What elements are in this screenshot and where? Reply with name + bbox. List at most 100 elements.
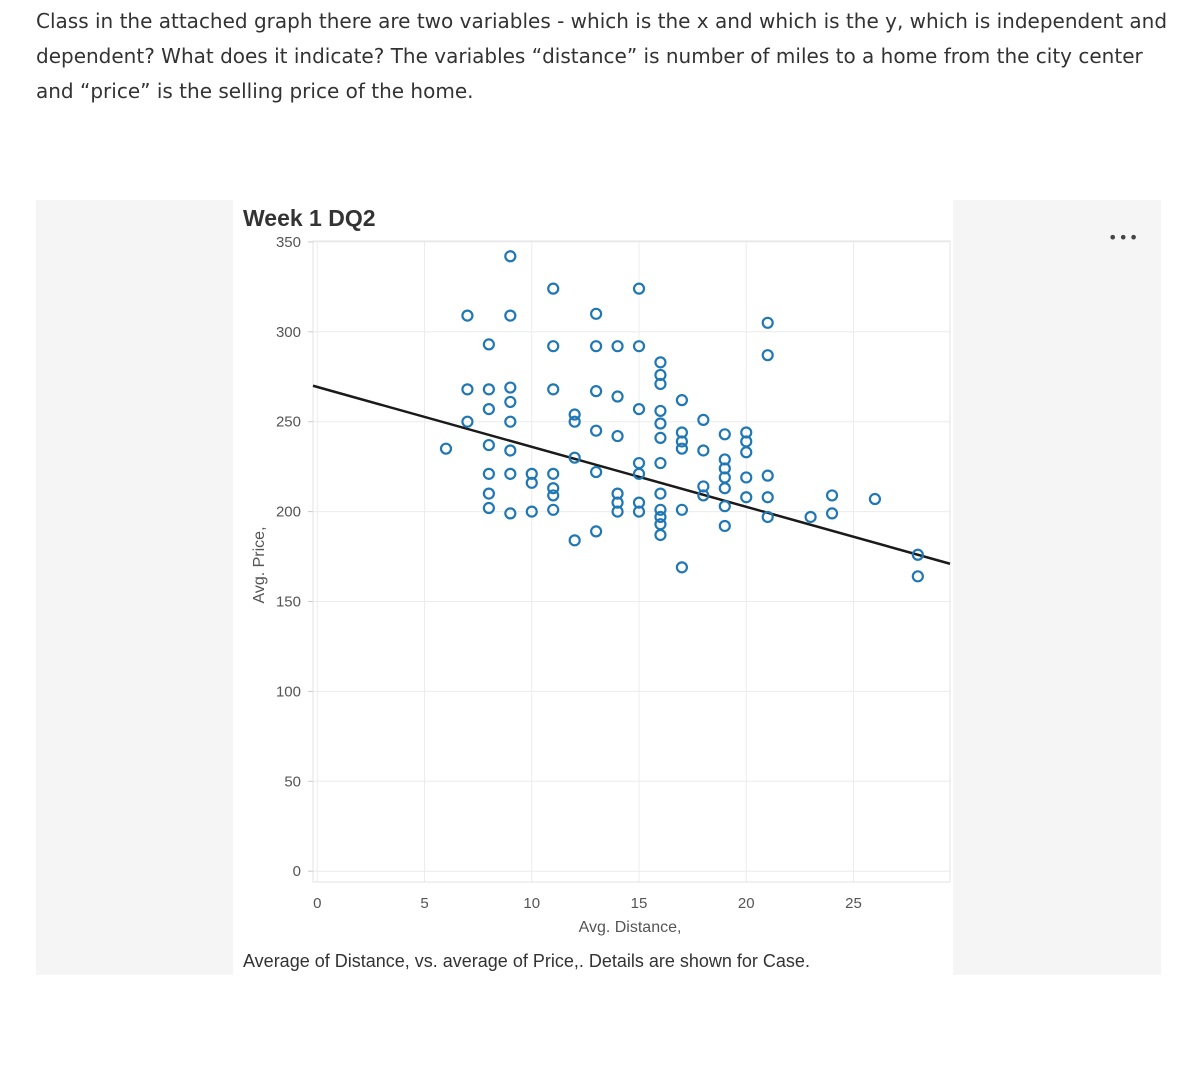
plot-area-border <box>312 240 951 883</box>
data-points <box>439 250 924 583</box>
data-point[interactable] <box>482 501 495 515</box>
data-point[interactable] <box>654 356 667 369</box>
data-point[interactable] <box>590 307 603 320</box>
data-point[interactable] <box>740 446 753 459</box>
data-point[interactable] <box>654 377 667 391</box>
data-point[interactable] <box>675 435 689 448</box>
data-point[interactable] <box>504 507 517 520</box>
data-point[interactable] <box>547 467 560 480</box>
data-point[interactable] <box>439 442 453 455</box>
data-point[interactable] <box>697 444 710 457</box>
data-point[interactable] <box>761 316 774 329</box>
data-point[interactable] <box>654 456 667 470</box>
x-axis-ticks: 0 5 10 15 20 25 <box>313 895 862 912</box>
data-point[interactable] <box>461 415 474 428</box>
data-point[interactable] <box>761 349 774 362</box>
data-point[interactable] <box>825 489 839 502</box>
data-point[interactable] <box>504 415 517 428</box>
data-point[interactable] <box>611 340 624 353</box>
data-point[interactable] <box>482 467 495 480</box>
data-point[interactable] <box>461 383 474 396</box>
data-point[interactable] <box>675 394 689 407</box>
data-point[interactable] <box>911 570 924 583</box>
data-point[interactable] <box>868 492 882 506</box>
x-tick-label: 5 <box>420 895 428 912</box>
data-point[interactable] <box>482 438 495 452</box>
y-tick-label: 50 <box>284 773 301 790</box>
data-point[interactable] <box>740 491 753 504</box>
data-point[interactable] <box>568 534 581 547</box>
data-point[interactable] <box>568 408 581 421</box>
data-point[interactable] <box>654 404 667 418</box>
data-point[interactable] <box>504 444 517 457</box>
y-tick-label: 350 <box>276 234 301 251</box>
data-point[interactable] <box>761 510 774 524</box>
data-point[interactable] <box>547 482 560 495</box>
data-point[interactable] <box>504 381 517 394</box>
data-point[interactable] <box>804 510 817 524</box>
data-point[interactable] <box>590 465 603 479</box>
data-point[interactable] <box>718 500 731 513</box>
chart-panel <box>233 200 953 975</box>
data-point[interactable] <box>675 503 689 516</box>
data-point[interactable] <box>761 469 774 482</box>
data-point[interactable] <box>825 507 839 520</box>
data-point[interactable] <box>654 518 667 531</box>
x-axis-title: Avg. Distance, <box>579 919 682 936</box>
data-point[interactable] <box>590 385 603 398</box>
data-point[interactable] <box>654 417 667 430</box>
data-point[interactable] <box>590 525 603 538</box>
data-point[interactable] <box>761 491 774 504</box>
data-point[interactable] <box>632 403 646 416</box>
data-point[interactable] <box>504 309 517 322</box>
data-point[interactable] <box>654 431 667 444</box>
data-point[interactable] <box>568 415 581 428</box>
data-point[interactable] <box>654 528 667 542</box>
more-options-icon[interactable]: ••• <box>1108 228 1140 247</box>
data-point[interactable] <box>525 505 538 518</box>
data-point[interactable] <box>611 505 624 518</box>
data-point[interactable] <box>482 338 495 351</box>
data-point[interactable] <box>632 340 646 353</box>
data-point[interactable] <box>590 340 603 353</box>
data-point[interactable] <box>718 482 731 495</box>
y-axis-title: Avg. Price, <box>251 526 268 603</box>
data-point[interactable] <box>632 505 646 518</box>
data-point[interactable] <box>740 471 753 484</box>
data-point[interactable] <box>504 395 517 409</box>
data-point[interactable] <box>547 340 560 353</box>
y-tick-label: 300 <box>276 324 301 341</box>
data-point[interactable] <box>482 487 495 500</box>
data-point[interactable] <box>675 561 689 574</box>
data-point[interactable] <box>590 424 603 437</box>
data-point[interactable] <box>482 383 495 396</box>
data-point[interactable] <box>611 429 624 443</box>
data-point[interactable] <box>611 390 624 403</box>
data-point[interactable] <box>654 503 667 516</box>
data-point[interactable] <box>547 383 560 396</box>
data-point[interactable] <box>697 489 710 502</box>
data-point[interactable] <box>547 282 560 295</box>
grid-lines <box>313 241 950 882</box>
trend-line-group <box>312 384 951 565</box>
data-point[interactable] <box>568 451 581 464</box>
data-point[interactable] <box>911 548 924 561</box>
data-point[interactable] <box>525 476 538 489</box>
data-point[interactable] <box>654 487 667 500</box>
data-point[interactable] <box>547 489 560 502</box>
chart-caption: Average of Distance, vs. average of Pric… <box>243 951 810 971</box>
y-tick-label: 150 <box>276 594 301 611</box>
data-point[interactable] <box>697 413 710 427</box>
data-point[interactable] <box>632 467 646 480</box>
data-point[interactable] <box>547 503 560 516</box>
data-point[interactable] <box>504 467 517 480</box>
data-point[interactable] <box>632 282 646 295</box>
x-tick-label: 15 <box>631 895 648 912</box>
data-point[interactable] <box>718 428 731 441</box>
data-point[interactable] <box>675 442 689 455</box>
data-point[interactable] <box>482 403 495 416</box>
data-point[interactable] <box>654 510 667 524</box>
data-point[interactable] <box>504 250 517 263</box>
data-point[interactable] <box>718 519 731 533</box>
data-point[interactable] <box>461 309 474 322</box>
